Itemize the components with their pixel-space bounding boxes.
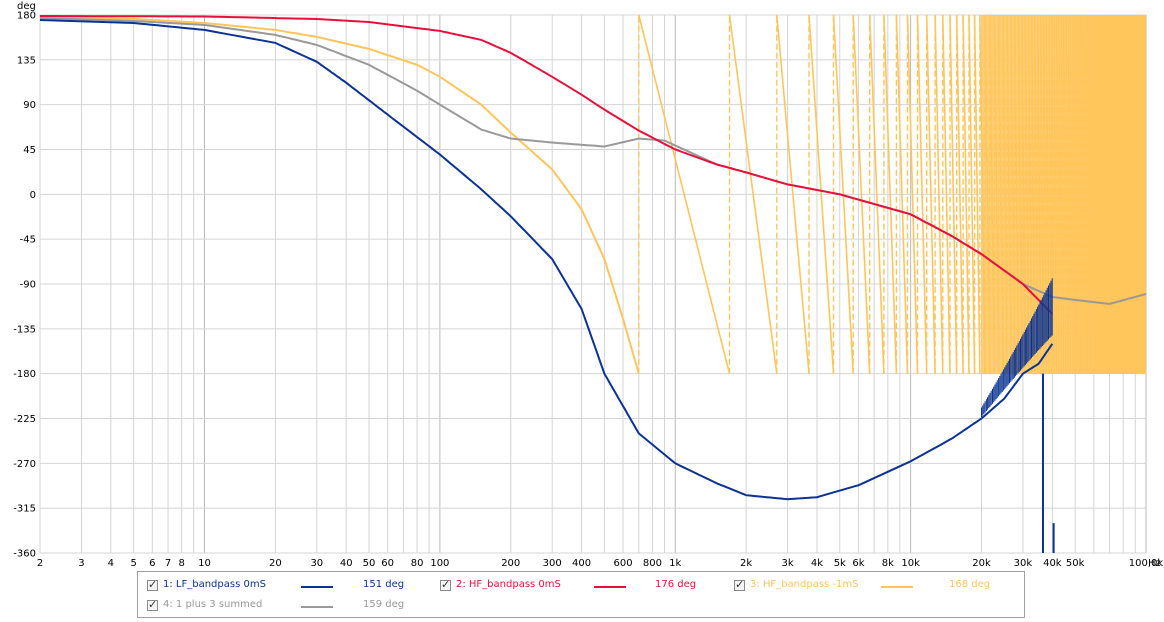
x-tick-label: 40 <box>340 558 353 569</box>
x-tick-label: 80 <box>411 558 424 569</box>
x-tick-label: 600 <box>613 558 632 569</box>
x-tick-label: 6 <box>149 558 155 569</box>
series-lf-bandpass-line <box>40 19 1054 501</box>
x-tick-label: 3k <box>781 558 793 569</box>
checkbox-lf-bandpass[interactable] <box>147 578 158 591</box>
x-tick-label: 4k <box>811 558 823 569</box>
legend-swatch <box>301 606 333 608</box>
x-tick-labels: 2 3 4 5 6 7 8 10 20 30 40 50 60 80 100 200 300 400 600 800 1… <box>37 558 1164 569</box>
series-lf-bandpass-noise <box>981 278 1053 418</box>
x-axis-unit: Hz <box>1148 558 1161 569</box>
x-tick-label: 100 <box>430 558 449 569</box>
legend-value: 168 deg <box>949 579 991 590</box>
x-tick-label: 10k <box>901 558 920 569</box>
x-tick-label: 300 <box>543 558 562 569</box>
x-tick-label: 2k <box>740 558 752 569</box>
x-tick-label: 50 <box>363 558 376 569</box>
y-tick-label: 45 <box>23 145 36 156</box>
x-tick-label: 40k <box>1043 558 1062 569</box>
y-tick-label: -270 <box>13 459 36 470</box>
legend: 1: LF_bandpass 0mS 151 deg 2: HF_bandpas… <box>137 571 1025 618</box>
series-hf-bandpass-1ms-dense <box>981 15 1146 374</box>
legend-swatch <box>301 586 333 588</box>
x-tick-label: 8 <box>179 558 185 569</box>
y-tick-label: -135 <box>13 324 36 335</box>
legend-value: 176 deg <box>655 579 697 590</box>
x-tick-label: 8k <box>882 558 894 569</box>
y-tick-label: 0 <box>30 190 36 201</box>
x-tick-label: 1k <box>669 558 681 569</box>
y-tick-label: -360 <box>13 549 36 560</box>
legend-swatch <box>594 586 626 588</box>
grid-lines <box>39 14 1147 554</box>
x-tick-label: 800 <box>643 558 662 569</box>
x-tick-label: 50k <box>1066 558 1085 569</box>
x-tick-label: 60 <box>381 558 394 569</box>
x-tick-label: 3 <box>78 558 84 569</box>
series-hf-bandpass-line <box>40 15 1054 315</box>
x-tick-label: 6k <box>852 558 864 569</box>
legend-value: 159 deg <box>363 599 405 610</box>
x-tick-label: 20 <box>269 558 282 569</box>
legend-label: 4: 1 plus 3 summed <box>163 599 263 610</box>
x-tick-label: 200 <box>501 558 520 569</box>
x-tick-label: 5k <box>834 558 846 569</box>
y-tick-labels: 180 135 90 45 0 -45 -90 -135 -180 -225 -270 -315 -36… <box>13 11 36 560</box>
x-tick-label: 400 <box>572 558 591 569</box>
y-tick-label: 180 <box>17 11 36 22</box>
x-tick-label: 30 <box>310 558 323 569</box>
legend-label: 3: HF_bandpass -1mS <box>750 579 859 590</box>
legend-label: 1: LF_bandpass 0mS <box>163 579 266 590</box>
y-tick-label: -90 <box>20 280 36 291</box>
legend-row-1: 1: LF_bandpass 0mS 151 deg 2: HF_bandpas… <box>138 577 1024 597</box>
y-tick-label: 90 <box>23 100 36 111</box>
legend-label: 2: HF_bandpass 0mS <box>456 579 561 590</box>
y-tick-label: -315 <box>13 504 36 515</box>
y-tick-label: -45 <box>20 235 36 246</box>
x-tick-label: 5 <box>130 558 136 569</box>
series-group <box>40 15 1146 553</box>
x-tick-label: 20k <box>972 558 991 569</box>
y-tick-label: 135 <box>17 55 36 66</box>
x-tick-label: 100,0k <box>1129 558 1164 569</box>
x-tick-label: 4 <box>108 558 114 569</box>
y-tick-label: -225 <box>13 414 36 425</box>
y-tick-label: -180 <box>13 369 36 380</box>
legend-value: 151 deg <box>363 579 405 590</box>
checkbox-hf-bandpass-1ms[interactable] <box>734 578 745 591</box>
x-tick-label: 2 <box>37 558 43 569</box>
legend-swatch <box>881 586 913 588</box>
x-tick-label: 7 <box>165 558 171 569</box>
x-tick-label: 10 <box>198 558 211 569</box>
legend-row-2: 4: 1 plus 3 summed 159 deg <box>138 597 1024 617</box>
x-tick-label: 30k <box>1014 558 1033 569</box>
series-hf-bandpass-1ms-line <box>40 16 640 374</box>
checkbox-summed[interactable] <box>147 598 158 611</box>
y-axis-unit: deg <box>17 1 36 12</box>
checkbox-hf-bandpass[interactable] <box>440 578 451 591</box>
phase-chart: 18013590450-45-90-135-180-225-270-315-36… <box>13 1 1164 569</box>
